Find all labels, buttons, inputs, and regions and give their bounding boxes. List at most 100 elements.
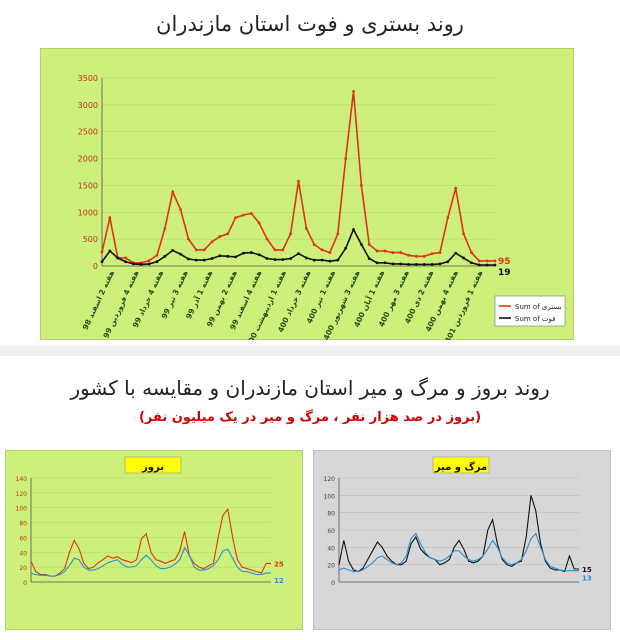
y-tick-label: 0 — [331, 580, 335, 587]
y-tick-label: 20 — [327, 563, 335, 570]
data-point — [202, 248, 206, 252]
data-point — [171, 249, 175, 252]
data-point — [265, 257, 269, 260]
series-line — [338, 532, 579, 573]
data-point — [320, 258, 324, 262]
data-point — [383, 249, 387, 253]
data-point — [446, 260, 450, 264]
y-tick-label: 1000 — [78, 208, 98, 217]
data-point — [352, 90, 355, 93]
chart-background — [40, 48, 574, 340]
data-point — [100, 260, 104, 264]
data-point — [132, 262, 135, 266]
data-point — [304, 227, 308, 230]
data-point — [430, 252, 434, 256]
chart-title-box — [432, 456, 490, 474]
y-tick-label: 100 — [324, 493, 336, 500]
y-tick-label: 0 — [93, 262, 98, 271]
data-point — [100, 250, 104, 254]
y-tick-label: 140 — [16, 476, 28, 483]
data-point — [407, 262, 410, 266]
data-point — [462, 232, 465, 236]
data-point — [438, 262, 442, 266]
data-point — [147, 262, 151, 266]
y-tick-label: 20 — [19, 565, 27, 572]
data-point — [336, 258, 340, 262]
y-tick-label: 3000 — [78, 101, 98, 110]
data-point — [367, 243, 371, 246]
data-point — [493, 259, 497, 263]
data-point — [352, 228, 355, 231]
data-point — [454, 186, 458, 190]
data-point — [257, 253, 261, 257]
legend-label: Sum of فوت — [515, 315, 555, 323]
data-point — [242, 213, 245, 217]
end-value-label: 13 — [582, 575, 592, 583]
data-point — [218, 254, 222, 258]
data-point — [179, 252, 183, 256]
data-point — [375, 249, 379, 253]
data-point — [485, 263, 489, 267]
data-point — [477, 259, 481, 263]
data-point — [477, 263, 481, 267]
chart-background — [5, 450, 303, 630]
data-point — [139, 262, 143, 266]
data-point — [407, 253, 410, 257]
data-point — [344, 246, 348, 250]
end-value-label: 15 — [582, 566, 592, 574]
y-tick-label: 80 — [327, 511, 335, 518]
data-point — [257, 221, 261, 225]
data-point — [289, 257, 293, 260]
y-tick-label: 500 — [83, 235, 98, 244]
y-tick-label: 60 — [19, 535, 27, 542]
y-tick-label: 40 — [327, 545, 335, 552]
section-divider — [0, 346, 620, 356]
data-point — [218, 235, 222, 238]
page-title: روند بستری و فوت استان مازندران — [156, 12, 464, 36]
data-point — [289, 232, 293, 236]
data-point — [430, 262, 434, 266]
chart-title: بروز — [141, 462, 164, 473]
chart-background — [313, 450, 611, 630]
data-point — [359, 243, 363, 246]
data-point — [179, 208, 183, 212]
data-point — [320, 248, 324, 252]
data-point — [226, 254, 230, 258]
data-point — [446, 216, 450, 220]
data-point — [462, 256, 465, 260]
data-point — [493, 263, 497, 267]
data-point — [415, 254, 418, 258]
data-point — [249, 251, 253, 254]
data-point — [226, 232, 230, 236]
data-point — [470, 261, 473, 265]
data-point — [281, 248, 285, 252]
data-point — [391, 251, 395, 254]
data-point — [312, 258, 316, 262]
data-point — [297, 252, 300, 256]
data-point — [273, 248, 277, 252]
data-point — [438, 251, 442, 254]
y-tick-label: 120 — [16, 491, 28, 498]
data-point — [344, 157, 348, 160]
y-tick-label: 0 — [23, 580, 27, 587]
data-point — [171, 190, 175, 194]
data-point — [336, 232, 340, 236]
data-point — [485, 259, 489, 263]
data-point — [312, 243, 316, 246]
data-point — [194, 248, 198, 252]
data-point — [265, 237, 269, 241]
data-point — [108, 249, 112, 253]
end-value-label: 95 — [498, 257, 511, 267]
y-tick-label: 60 — [327, 528, 335, 535]
end-value-label: 19 — [498, 268, 511, 278]
data-point — [454, 251, 458, 255]
y-tick-label: 40 — [19, 550, 27, 557]
series-line — [30, 546, 271, 577]
data-point — [124, 260, 127, 264]
data-point — [234, 255, 238, 259]
y-tick-label: 120 — [324, 476, 336, 483]
data-point — [422, 254, 426, 258]
data-point — [194, 258, 198, 262]
end-value-label: 25 — [274, 560, 284, 568]
